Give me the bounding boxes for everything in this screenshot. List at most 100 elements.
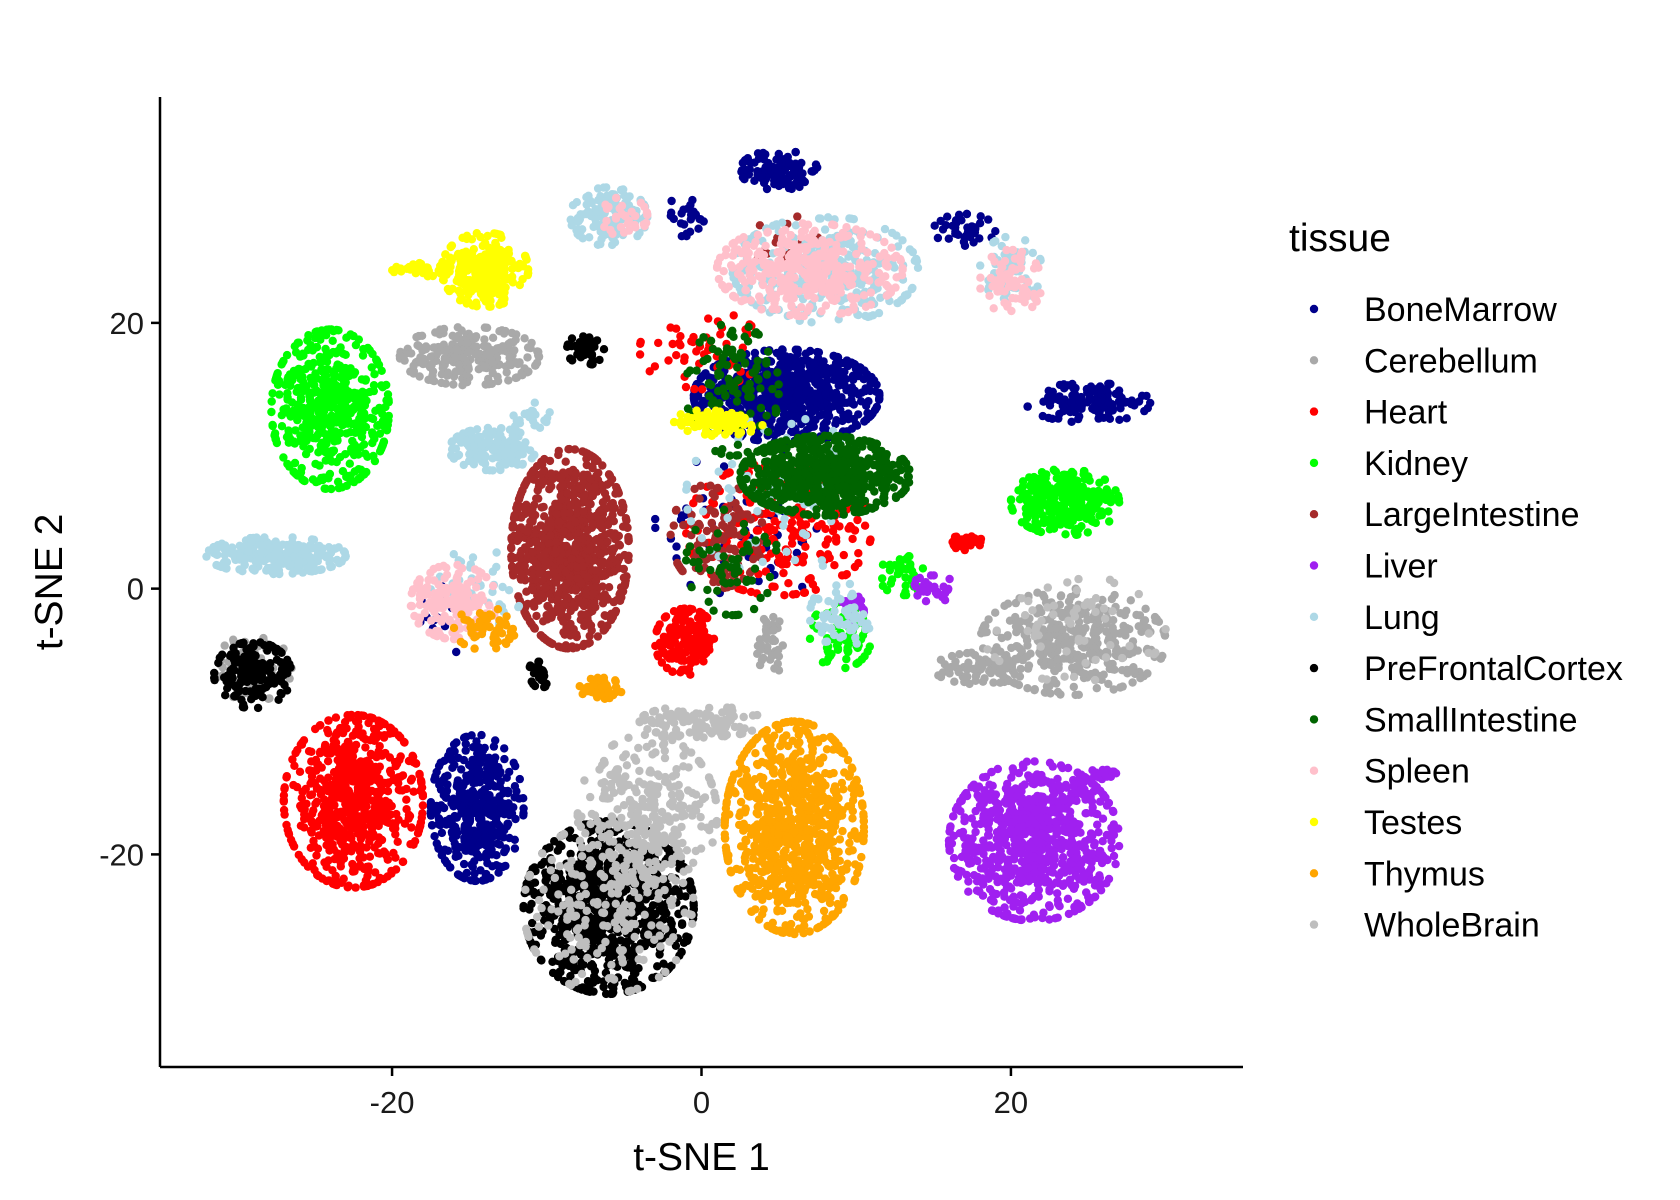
point-Heart — [676, 332, 685, 341]
point-Cerebellum — [963, 672, 972, 681]
point-Heart — [320, 795, 329, 804]
point-Cerebellum — [1023, 641, 1032, 650]
point-Heart — [331, 713, 341, 722]
point-Kidney — [1040, 485, 1050, 494]
point-Heart — [312, 851, 321, 860]
point-Kidney — [308, 475, 318, 484]
point-BoneMarrow — [784, 356, 793, 365]
point-Cerebellum — [518, 371, 527, 380]
point-Cerebellum — [1016, 664, 1025, 674]
point-Kidney — [1035, 506, 1045, 515]
point-LargeIntestine — [554, 446, 563, 456]
point-Kidney — [289, 437, 299, 446]
point-Heart — [402, 805, 411, 814]
point-BoneMarrow — [750, 158, 759, 167]
point-Kidney — [378, 409, 387, 419]
point-BoneMarrow — [484, 781, 494, 791]
point-Cerebellum — [520, 334, 529, 343]
point-Heart — [375, 731, 385, 740]
point-Cerebellum — [1004, 676, 1013, 686]
point-Heart — [677, 665, 687, 674]
point-Heart — [800, 588, 809, 597]
point-Kidney — [314, 448, 323, 457]
point-Cerebellum — [462, 338, 472, 348]
point-LargeIntestine — [547, 482, 556, 491]
point-Kidney — [1024, 522, 1034, 532]
point-Heart — [307, 818, 317, 828]
point-BoneMarrow — [515, 794, 524, 803]
point-Heart — [831, 533, 841, 542]
point-Heart — [380, 778, 389, 788]
point-Cerebellum — [1001, 662, 1011, 671]
point-BoneMarrow — [447, 827, 457, 837]
point-Heart — [326, 745, 335, 754]
point-BoneMarrow — [459, 859, 469, 869]
point-BoneMarrow — [814, 393, 823, 403]
point-Cerebellum — [1110, 590, 1119, 600]
point-Heart — [689, 641, 698, 650]
point-Heart — [391, 830, 400, 839]
point-BoneMarrow — [472, 830, 482, 840]
point-BoneMarrow — [758, 148, 768, 158]
point-BoneMarrow — [1104, 408, 1114, 417]
point-BoneMarrow — [461, 746, 470, 755]
point-Heart — [325, 834, 334, 844]
point-Kidney — [1035, 474, 1045, 484]
point-BoneMarrow — [855, 363, 865, 372]
point-Cerebellum — [772, 649, 782, 658]
point-Cerebellum — [1053, 687, 1063, 697]
point-Cerebellum — [433, 349, 442, 358]
point-Kidney — [1063, 487, 1073, 497]
point-BoneMarrow — [472, 737, 481, 746]
point-Kidney — [345, 370, 354, 379]
point-Kidney — [378, 383, 387, 392]
point-BoneMarrow — [496, 777, 505, 786]
point-Cerebellum — [464, 364, 473, 374]
point-Kidney — [346, 471, 355, 480]
point-Kidney — [1063, 470, 1072, 480]
point-BoneMarrow — [1048, 414, 1057, 423]
point-Kidney — [341, 407, 351, 416]
point-BoneMarrow — [512, 787, 521, 796]
point-Cerebellum — [1015, 672, 1025, 681]
point-BoneMarrow — [430, 775, 439, 784]
point-BoneMarrow — [666, 211, 675, 221]
point-BoneMarrow — [750, 348, 760, 358]
point-Cerebellum — [454, 360, 464, 369]
point-Heart — [323, 786, 332, 796]
point-BoneMarrow — [930, 221, 939, 230]
point-Kidney — [309, 399, 318, 408]
point-BoneMarrow — [719, 462, 729, 471]
point-Kidney — [907, 566, 917, 576]
point-Kidney — [325, 378, 334, 387]
point-Cerebellum — [472, 332, 481, 341]
point-BoneMarrow — [488, 811, 497, 821]
point-BoneMarrow — [435, 802, 445, 811]
point-Heart — [322, 827, 331, 836]
point-Cerebellum — [451, 352, 461, 362]
point-Cerebellum — [409, 361, 418, 370]
point-BoneMarrow — [815, 411, 824, 420]
point-Heart — [324, 716, 333, 725]
point-BoneMarrow — [519, 804, 528, 813]
point-Heart — [860, 521, 870, 530]
point-Heart — [316, 747, 325, 756]
point-BoneMarrow — [933, 233, 943, 243]
point-BoneMarrow — [482, 803, 492, 812]
point-BoneMarrow — [1105, 414, 1115, 423]
point-Heart — [695, 607, 704, 617]
point-BoneMarrow — [795, 397, 805, 407]
point-BoneMarrow — [677, 232, 686, 241]
point-Kidney — [332, 404, 342, 413]
point-Kidney — [833, 644, 843, 653]
point-BoneMarrow — [1102, 384, 1111, 393]
point-BoneMarrow — [859, 375, 869, 384]
point-Heart — [690, 384, 699, 394]
point-Cerebellum — [1066, 592, 1076, 602]
point-Heart — [338, 757, 348, 767]
point-BoneMarrow — [829, 351, 838, 361]
point-Kidney — [1039, 518, 1049, 528]
point-Kidney — [321, 331, 331, 340]
point-Heart — [310, 841, 319, 850]
point-Kidney — [1031, 521, 1041, 530]
